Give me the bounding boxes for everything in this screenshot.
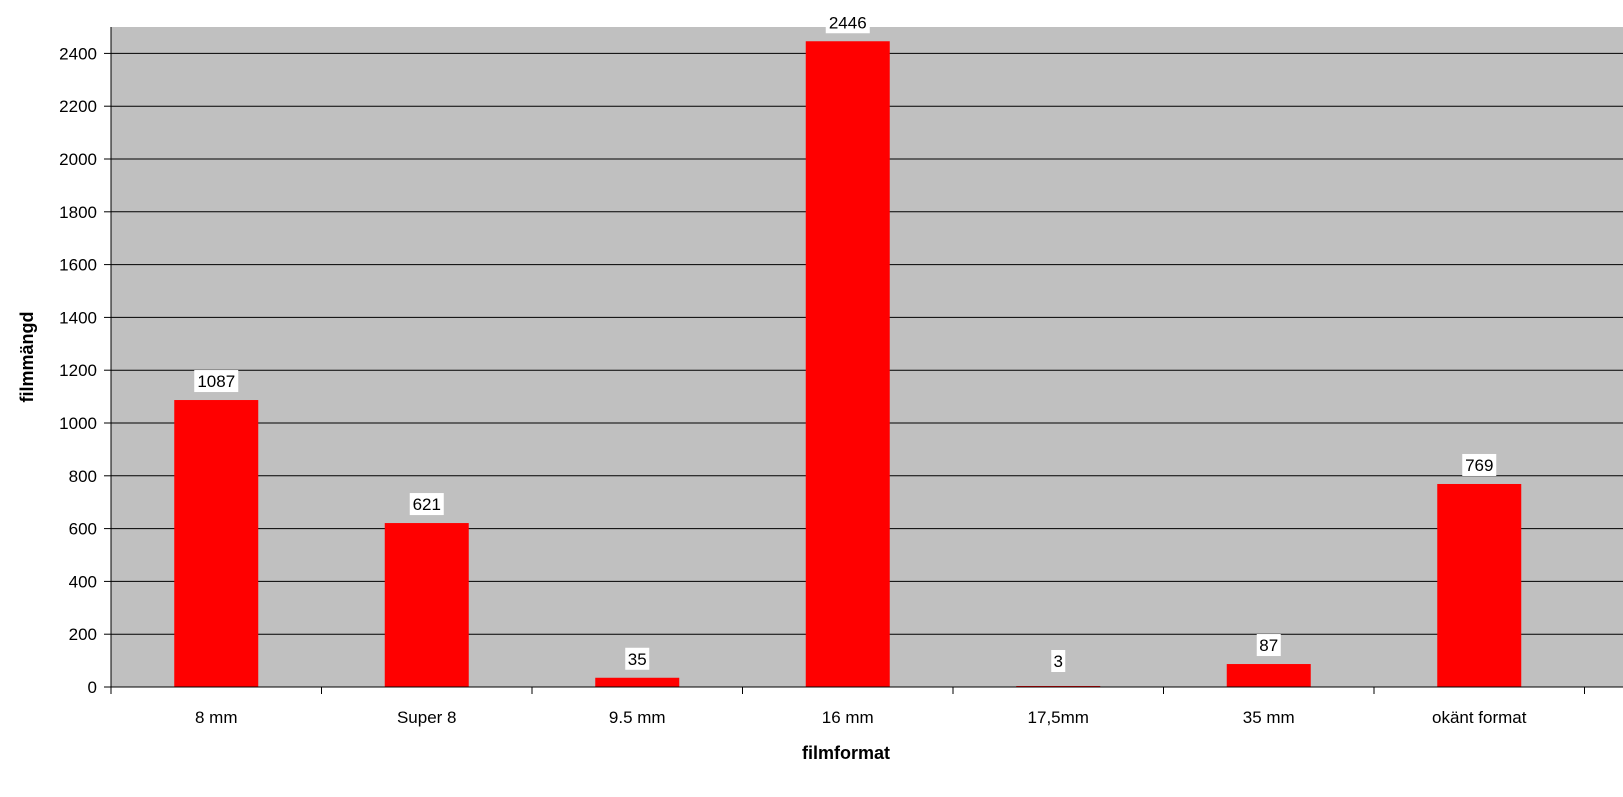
y-tick-label: 2000 [59,150,97,169]
y-tick-label: 800 [69,467,97,486]
x-axis-title: filmformat [802,743,890,763]
x-tick-label: 9.5 mm [609,708,666,727]
x-tick-label: okänt format [1432,708,1527,727]
bar [595,677,680,687]
x-tick-label: 17,5mm [1028,708,1089,727]
y-tick-label: 1400 [59,308,97,327]
y-tick-label: 2400 [59,44,97,63]
x-tick-label: 8 mm [195,708,238,727]
data-label: 769 [1465,456,1493,475]
y-tick-label: 1800 [59,203,97,222]
y-tick-label: 0 [88,678,97,697]
data-label-background [194,370,239,393]
data-label: 1087 [197,372,235,391]
data-label: 87 [1259,636,1278,655]
bar [1437,483,1522,687]
y-tick-label: 200 [69,625,97,644]
data-labels: 1087 621 35 2446 3 87 769 [194,11,1497,672]
bar [174,400,259,687]
data-label: 621 [413,495,441,514]
x-tick-label: 35 mm [1243,708,1295,727]
bar [805,41,890,688]
y-axis-title: filmmängd [17,311,37,402]
y-tick-label: 1600 [59,256,97,275]
data-label-background [1462,453,1497,476]
data-label: 3 [1054,652,1063,671]
data-label-background [825,11,870,34]
axes: 0 200 400 600 800 1000 1200 1400 1600 1800 2000 220… [59,27,1623,727]
y-tick-label: 1000 [59,414,97,433]
bars [174,41,1522,688]
x-tick-label: Super 8 [397,708,457,727]
data-label-background [625,647,650,670]
data-label-background [1256,634,1281,657]
bar [1226,664,1311,687]
bar [384,523,469,687]
y-tick-label: 600 [69,520,97,539]
data-label-background [409,493,444,516]
y-tick-label: 2200 [59,97,97,116]
data-label: 35 [628,650,647,669]
x-tick-label: 16 mm [822,708,874,727]
data-label-background [1051,650,1066,672]
y-tick-label: 400 [69,572,97,591]
data-label: 2446 [829,13,867,32]
y-tick-label: 1200 [59,361,97,380]
